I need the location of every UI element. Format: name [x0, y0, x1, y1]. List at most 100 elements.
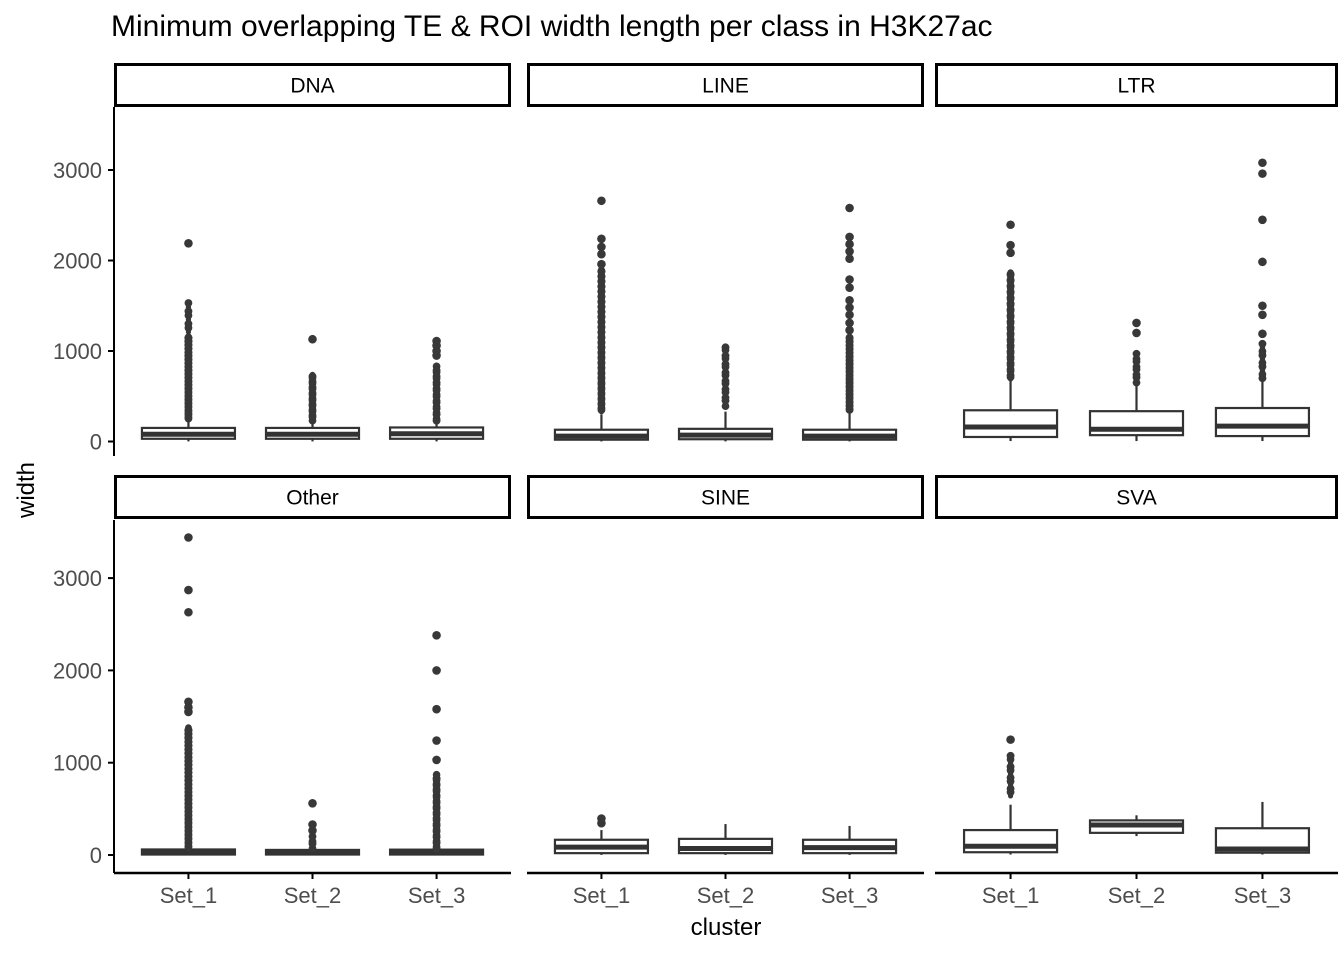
boxplot-DNA-Set_3 — [388, 336, 485, 442]
outlier-point — [308, 334, 317, 344]
y-tick-label: 3000 — [53, 158, 102, 183]
outlier-point — [1258, 301, 1267, 311]
facet-strip-label: SINE — [701, 487, 750, 510]
outlier-point — [1258, 347, 1267, 356]
x-tick-label: Set_1 — [160, 883, 218, 908]
outlier-point — [1132, 318, 1141, 328]
outlier-point — [432, 736, 441, 745]
outlier-point — [184, 607, 193, 617]
outlier-point — [308, 832, 317, 841]
x-tick-label: Set_3 — [1234, 883, 1292, 908]
outlier-point — [1132, 328, 1141, 338]
facet-strip-label: LTR — [1117, 75, 1155, 98]
outlier-point — [597, 196, 606, 206]
boxplot-SINE-Set_2 — [677, 824, 774, 855]
x-tick-label: Set_1 — [982, 883, 1040, 908]
outlier-point — [1258, 215, 1267, 225]
outlier-point — [432, 631, 441, 640]
outlier-point — [1258, 158, 1267, 168]
facet-SINE: SINE Set_1 Set_2 Set_3 — [527, 475, 924, 908]
outlier-point — [185, 724, 192, 731]
outlier-point — [185, 333, 192, 340]
outlier-point — [845, 318, 854, 328]
boxplot-LTR-Set_3 — [1214, 158, 1311, 442]
facet-LTR: LTR — [935, 63, 1338, 442]
outlier-point — [432, 755, 441, 765]
outlier-point — [184, 533, 193, 542]
y-tick-label: 2000 — [53, 658, 102, 683]
boxplot-Other-Set_3 — [388, 631, 485, 856]
outlier-point — [184, 307, 193, 316]
boxplot-SVA-Set_2 — [1088, 815, 1185, 837]
outlier-point — [1132, 349, 1141, 358]
outlier-point — [432, 362, 441, 371]
outlier-point — [309, 371, 316, 378]
outlier-point — [845, 303, 854, 312]
box — [962, 409, 1059, 439]
boxplot-LTR-Set_1 — [962, 220, 1059, 442]
boxplot-Other-Set_1 — [140, 533, 237, 856]
outlier-point — [432, 770, 441, 779]
facet-strip-label: LINE — [702, 75, 749, 98]
facet-strip — [527, 475, 924, 519]
box — [1214, 406, 1311, 438]
outlier-point — [1258, 329, 1267, 339]
outlier-point — [1006, 751, 1015, 760]
outlier-point — [184, 239, 193, 248]
outlier-point — [1258, 310, 1267, 320]
boxplot-LINE-Set_3 — [801, 203, 898, 442]
outlier-point — [184, 319, 193, 328]
y-tick-label: 1000 — [53, 751, 102, 776]
outlier-point — [597, 234, 606, 244]
boxplot-LINE-Set_2 — [677, 343, 774, 442]
boxplot-LTR-Set_2 — [1088, 318, 1185, 442]
outlier-point — [597, 814, 606, 823]
outlier-point — [721, 343, 730, 352]
outlier-point — [308, 799, 317, 808]
boxplot-DNA-Set_1 — [140, 239, 237, 442]
outlier-point — [184, 585, 193, 595]
y-tick-label: 0 — [90, 843, 102, 868]
x-tick-label: Set_3 — [408, 883, 466, 908]
facet-strip — [935, 63, 1338, 107]
outlier-point — [845, 239, 854, 249]
outlier-point — [432, 666, 441, 675]
x-tick-label: Set_3 — [821, 883, 879, 908]
boxplot-Other-Set_2 — [264, 799, 361, 856]
outlier-point — [1007, 269, 1014, 276]
outlier-point — [308, 820, 317, 829]
outlier-point — [1006, 220, 1015, 230]
outlier-point — [597, 242, 606, 252]
x-axis-title: cluster — [690, 914, 762, 941]
boxplot-LINE-Set_1 — [553, 196, 650, 442]
outlier-point — [845, 283, 854, 292]
outlier-point — [1258, 359, 1267, 367]
outlier-point — [1258, 169, 1267, 178]
outlier-point — [1006, 735, 1015, 744]
outlier-point — [597, 249, 606, 259]
outlier-point — [184, 697, 193, 707]
boxplot-DNA-Set_2 — [264, 334, 361, 442]
boxplot-SINE-Set_1 — [553, 814, 650, 855]
outlier-point — [846, 333, 853, 340]
x-tick-label: Set_2 — [1108, 883, 1166, 908]
y-tick-label: 1000 — [53, 339, 102, 364]
facet-strip — [935, 475, 1338, 519]
facet-strip — [114, 63, 511, 107]
y-tick-label: 3000 — [53, 566, 102, 591]
boxplot-SVA-Set_1 — [962, 735, 1059, 855]
outlier-point — [845, 310, 854, 320]
facet-strip — [527, 63, 924, 107]
outlier-point — [432, 704, 441, 714]
y-tick-label: 2000 — [53, 249, 102, 274]
facet-strip-label: Other — [286, 487, 339, 510]
outlier-point — [845, 232, 854, 242]
outlier-point — [1006, 240, 1015, 250]
facet-SVA: SVA Set_1 Set_2 Set_3 — [935, 475, 1338, 908]
facet-strip — [114, 475, 511, 519]
chart-title: Minimum overlapping TE & ROI width lengt… — [111, 10, 993, 43]
outlier-point — [184, 299, 193, 307]
boxplot-SINE-Set_3 — [801, 825, 898, 855]
outlier-point — [1258, 257, 1267, 267]
